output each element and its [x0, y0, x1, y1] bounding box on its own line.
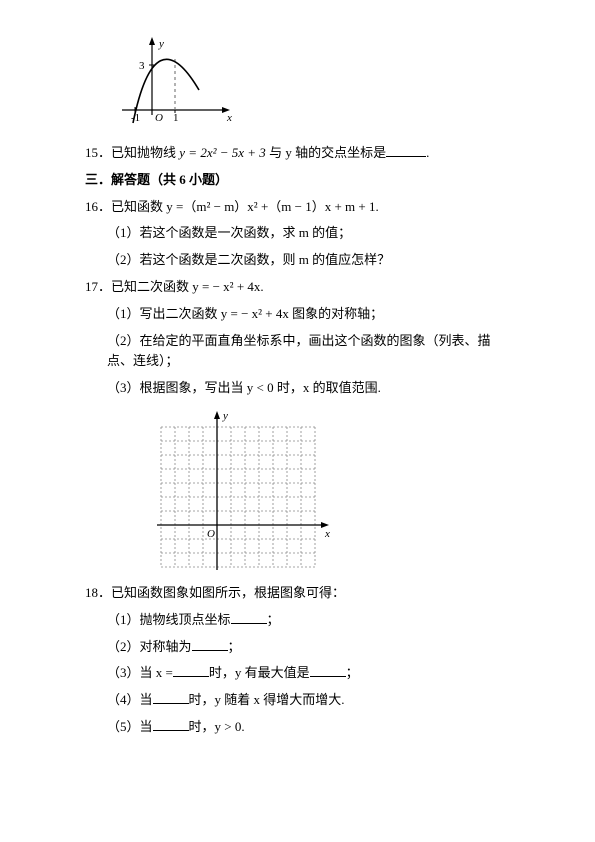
q16-sub2: （2）若这个函数是二次函数，则 m 的值应怎样？ — [85, 250, 510, 271]
q15-blank — [386, 143, 426, 157]
question-15: 15．已知抛物线 y = 2x² − 5x + 3 与 y 轴的交点坐标是. — [85, 143, 510, 164]
page-container: y x O 3 -1 1 15．已知抛物线 y = 2x² − 5x + 3 与… — [0, 0, 595, 774]
y-axis-label: y — [158, 38, 164, 50]
q15-period: . — [426, 145, 429, 160]
origin-label: O — [155, 112, 163, 124]
q18-sub3: （3）当 x =时，y 有最大值是； — [85, 663, 510, 684]
q15-formula: y = 2x² − 5x + 3 — [179, 145, 266, 160]
section-3-heading: 三．解答题（共 6 小题） — [85, 170, 510, 191]
grid-x-label: x — [324, 528, 330, 540]
q18-sub2: （2）对称轴为； — [85, 637, 510, 658]
q16-text: 已知函数 y =（m² − m）x² +（m − 1）x + m + 1. — [111, 199, 379, 214]
q17-prefix: 17． — [85, 279, 111, 294]
q15-text-b: 与 y 轴的交点坐标是 — [266, 145, 386, 160]
q18-sub4: （4）当时，y 随着 x 得增大而增大. — [85, 690, 510, 711]
q18-blank-5 — [153, 717, 189, 731]
q16-prefix: 16． — [85, 199, 111, 214]
graph-q17: y x O — [145, 405, 510, 575]
q15-prefix: 15． — [85, 145, 111, 160]
q17-text: 已知二次函数 y = − x² + 4x. — [111, 279, 264, 294]
q18-sub1: （1）抛物线顶点坐标； — [85, 610, 510, 631]
q18-blank-1 — [231, 610, 267, 624]
q18-blank-3a — [173, 663, 209, 677]
tick-y-3: 3 — [139, 60, 145, 72]
q18-text: 已知函数图象如图所示，根据图象可得： — [111, 585, 345, 600]
q18-blank-4 — [153, 690, 189, 704]
q17-sub1: （1）写出二次函数 y = − x² + 4x 图象的对称轴； — [85, 304, 510, 325]
q18-sub5: （5）当时，y > 0. — [85, 717, 510, 738]
question-16: 16．已知函数 y =（m² − m）x² +（m − 1）x + m + 1. — [85, 197, 510, 218]
question-18: 18．已知函数图象如图所示，根据图象可得： — [85, 583, 510, 604]
q18-blank-2 — [192, 637, 228, 651]
q15-text-a: 已知抛物线 — [111, 145, 179, 160]
q18-blank-3b — [310, 663, 346, 677]
tick-x-pos1: 1 — [173, 112, 179, 124]
grid-origin: O — [207, 528, 215, 540]
graph-q14: y x O 3 -1 1 — [107, 35, 510, 135]
q17-sub3: （3）根据图象，写出当 y < 0 时，x 的取值范围. — [85, 378, 510, 399]
x-axis-label: x — [226, 112, 232, 124]
question-17: 17．已知二次函数 y = − x² + 4x. — [85, 277, 510, 298]
coordinate-grid: y x O — [145, 405, 335, 575]
q18-prefix: 18． — [85, 585, 111, 600]
grid-y-label: y — [222, 410, 228, 422]
parabola-graph: y x O 3 -1 1 — [107, 35, 237, 135]
q17-sub2: （2）在给定的平面直角坐标系中，画出这个函数的图象（列表、描点、连线）； — [85, 331, 510, 373]
q16-sub1: （1）若这个函数是一次函数，求 m 的值； — [85, 223, 510, 244]
